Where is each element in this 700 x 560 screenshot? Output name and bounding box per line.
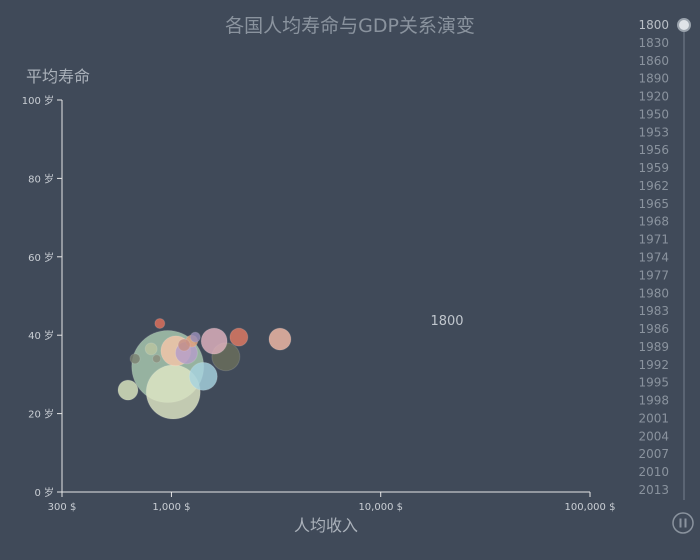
timeline-year-1920[interactable]: 1920 <box>638 90 669 104</box>
timeline-year-1995[interactable]: 1995 <box>638 376 669 390</box>
bubbles <box>117 317 292 420</box>
timeline-year-1956[interactable]: 1956 <box>638 143 669 157</box>
y-axis-title: 平均寿命 <box>26 67 90 86</box>
timeline[interactable]: 1800 1830 1860 1890 1920 1950 1953 1956 1959 1962… <box>638 18 694 534</box>
timeline-year-1980[interactable]: 1980 <box>638 286 669 300</box>
timeline-year-2004[interactable]: 2004 <box>638 429 669 443</box>
timeline-year-2001[interactable]: 2001 <box>638 411 669 425</box>
country-bubble[interactable] <box>188 361 218 391</box>
x-tick-label: 100,000 $ <box>565 502 616 513</box>
timeline-year-1977[interactable]: 1977 <box>638 268 669 282</box>
timeline-year-1992[interactable]: 1992 <box>638 358 669 372</box>
timeline-year-1968[interactable]: 1968 <box>638 215 669 229</box>
x-axis-title: 人均收入 <box>294 516 358 535</box>
country-bubble[interactable] <box>117 379 139 401</box>
timeline-year-1974[interactable]: 1974 <box>638 251 669 265</box>
country-bubble[interactable] <box>268 327 292 351</box>
y-tick-label: 80 岁 <box>28 172 54 185</box>
timeline-year-1860[interactable]: 1860 <box>638 54 669 68</box>
axes: 300 $ 1,000 $ 10,000 $ 100,000 $ 0 岁 20 岁 40 岁… <box>22 94 616 513</box>
timeline-year-2013[interactable]: 2013 <box>638 483 669 497</box>
y-tick-label: 0 岁 <box>34 486 54 499</box>
current-year-label: 1800 <box>430 314 463 329</box>
country-bubble[interactable] <box>229 327 249 347</box>
timeline-year-1890[interactable]: 1890 <box>638 72 669 86</box>
y-tick-label: 40 岁 <box>28 329 54 342</box>
timeline-year-1989[interactable]: 1989 <box>638 340 669 354</box>
pause-icon[interactable] <box>672 512 694 534</box>
chart-title: 各国人均寿命与GDP关系演变 <box>225 15 475 37</box>
timeline-year-1998[interactable]: 1998 <box>638 394 669 408</box>
x-tick-label: 10,000 $ <box>358 502 403 513</box>
timeline-year-1971[interactable]: 1971 <box>638 233 669 247</box>
x-tick-label: 1,000 $ <box>152 502 190 513</box>
timeline-year-1983[interactable]: 1983 <box>638 304 669 318</box>
country-bubble[interactable] <box>129 353 141 365</box>
timeline-year-1830[interactable]: 1830 <box>638 36 669 50</box>
x-tick-label: 300 $ <box>48 502 77 513</box>
timeline-year-1965[interactable]: 1965 <box>638 197 669 211</box>
y-tick-label: 20 岁 <box>28 408 54 421</box>
y-tick-label: 100 岁 <box>22 94 54 107</box>
timeline-year-2007[interactable]: 2007 <box>638 447 669 461</box>
country-bubble[interactable] <box>152 354 162 364</box>
timeline-handle[interactable] <box>677 18 691 32</box>
timeline-year-2010[interactable]: 2010 <box>638 465 669 479</box>
country-bubble[interactable] <box>177 338 191 352</box>
timeline-year-1962[interactable]: 1962 <box>638 179 669 193</box>
y-tick-label: 60 岁 <box>28 251 54 264</box>
timeline-year-1986[interactable]: 1986 <box>638 322 669 336</box>
timeline-year-1950[interactable]: 1950 <box>638 107 669 121</box>
country-bubble[interactable] <box>189 331 201 343</box>
country-bubble[interactable] <box>154 317 166 329</box>
country-bubble[interactable] <box>144 342 158 356</box>
timeline-year-1959[interactable]: 1959 <box>638 161 669 175</box>
country-bubble[interactable] <box>200 327 228 355</box>
timeline-year-1800[interactable]: 1800 <box>638 18 669 32</box>
timeline-year-1953[interactable]: 1953 <box>638 125 669 139</box>
